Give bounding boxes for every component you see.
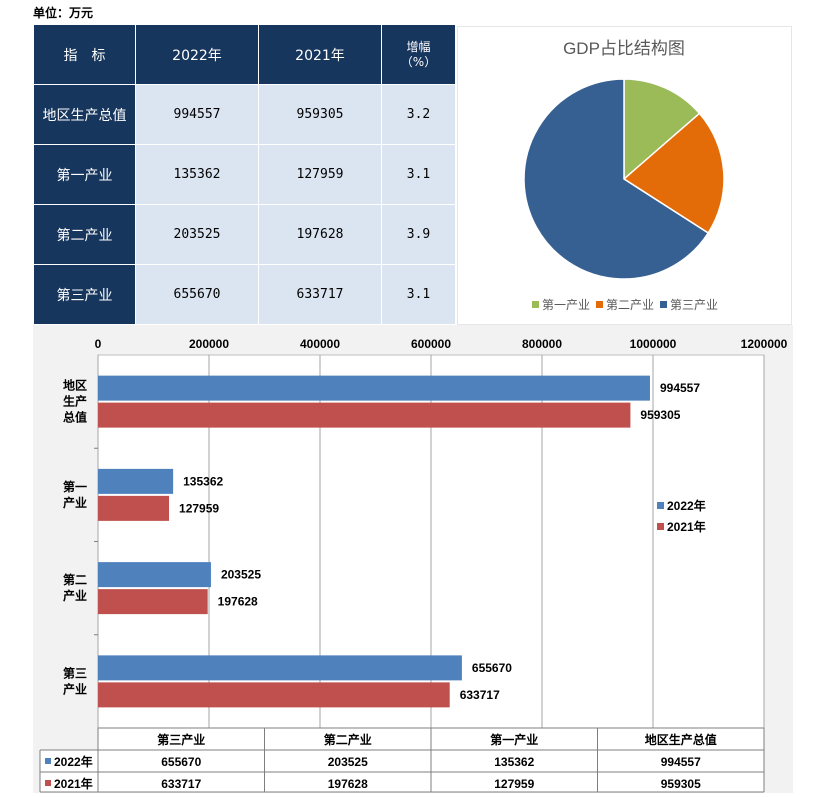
gdp-table: 指 标 2022年 2021年 增幅 （%） 地区生产总值 994557 959… — [33, 24, 456, 325]
data-table-header: 第三产业 — [157, 732, 205, 747]
row-name: 地区生产总值 — [33, 84, 136, 145]
data-label: 197628 — [218, 595, 258, 609]
data-label: 655670 — [472, 661, 512, 675]
x-tick-label: 200000 — [189, 337, 229, 351]
bar-2022 — [98, 468, 174, 494]
data-label: 127959 — [179, 501, 219, 515]
row-name: 第一产业 — [33, 144, 136, 205]
bar-2022 — [98, 375, 650, 401]
cell-2021: 197628 — [258, 204, 382, 265]
legend-swatch — [532, 301, 539, 308]
legend-label: 第一产业 — [542, 298, 590, 312]
pie-slice — [623, 78, 701, 181]
header-growth-label: 增幅 — [406, 39, 431, 54]
x-tick-label: 0 — [95, 337, 102, 351]
cell-growth: 3.9 — [381, 204, 456, 265]
data-table-cell: 959305 — [661, 777, 701, 791]
cell-2021: 959305 — [258, 84, 382, 145]
pie-title: GDP占比结构图 — [563, 39, 685, 58]
cell-2021: 127959 — [258, 144, 382, 205]
row-name: 第二产业 — [33, 204, 136, 265]
cell-2022: 655670 — [135, 264, 259, 325]
legend-label: 第三产业 — [670, 298, 718, 312]
bar-2021 — [98, 682, 450, 708]
x-tick-label: 1200000 — [741, 337, 788, 351]
data-table-key-swatch — [45, 780, 51, 786]
legend-swatch — [660, 301, 667, 308]
y-category-label: 第三 — [63, 665, 87, 680]
cell-2021: 633717 — [258, 264, 382, 325]
y-category-label: 产业 — [63, 495, 87, 510]
x-tick-label: 600000 — [411, 337, 451, 351]
data-table-row-name: 2022年 — [54, 754, 93, 769]
legend-label: 第二产业 — [606, 298, 654, 312]
cell-2022: 203525 — [135, 204, 259, 265]
bar-2021 — [98, 495, 170, 521]
data-table-header: 地区生产总值 — [645, 732, 717, 747]
y-category-label: 地区 — [63, 378, 87, 393]
table-row: 第二产业 203525 197628 3.9 — [33, 204, 456, 265]
y-category-label: 产业 — [63, 681, 87, 696]
bar-2022 — [98, 562, 211, 588]
unit-label: 单位：万元 — [33, 6, 94, 20]
header-2021: 2021年 — [258, 24, 382, 85]
pie-chart-panel: GDP占比结构图第一产业 第二产业 第三产业 — [457, 26, 792, 325]
data-table-cell: 203525 — [328, 755, 368, 769]
table-header-row: 指 标 2022年 2021年 增幅 （%） — [33, 24, 456, 85]
bar-2022 — [98, 655, 462, 681]
x-tick-label: 800000 — [522, 337, 562, 351]
data-table-cell: 127959 — [494, 777, 534, 791]
data-table-cell: 655670 — [161, 755, 201, 769]
legend-swatch — [657, 523, 664, 530]
table-row: 地区生产总值 994557 959305 3.2 — [33, 84, 456, 145]
data-table-cell: 135362 — [494, 755, 534, 769]
data-table-cell: 633717 — [161, 777, 201, 791]
bar-chart: 0 200000 400000 600000 800000 1000000 1200000 9… — [39, 337, 788, 793]
data-table-key-swatch — [45, 758, 51, 764]
data-label: 959305 — [640, 408, 680, 422]
row-name: 第三产业 — [33, 264, 136, 325]
data-label: 203525 — [221, 568, 261, 582]
table-row: 第三产业 655670 633717 3.1 — [33, 264, 456, 325]
y-category-label: 总值 — [63, 410, 87, 425]
data-table-cell: 197628 — [328, 777, 368, 791]
y-category-label: 产业 — [63, 588, 87, 603]
header-growth: 增幅 （%） — [381, 24, 456, 85]
cell-2022: 994557 — [135, 84, 259, 145]
header-indicator: 指 标 — [33, 24, 136, 85]
x-tick-label: 1000000 — [630, 337, 677, 351]
y-category-label: 第二 — [63, 572, 87, 587]
data-label: 135362 — [183, 474, 223, 488]
data-label: 633717 — [460, 688, 500, 702]
x-tick-label: 400000 — [300, 337, 340, 351]
cell-2022: 135362 — [135, 144, 259, 205]
legend-label: 2022年 — [667, 498, 706, 513]
bar-chart-panel: 0 200000 400000 600000 800000 1000000 1200000 9… — [33, 325, 793, 793]
bar-2021 — [98, 589, 208, 615]
data-table-cell: 994557 — [661, 755, 701, 769]
header-2022: 2022年 — [135, 24, 259, 85]
pie-slice — [523, 78, 710, 280]
y-category-label: 第一 — [63, 479, 87, 494]
pie-slice — [622, 112, 725, 235]
cell-growth: 3.2 — [381, 84, 456, 145]
bar-2021 — [98, 402, 631, 428]
legend-swatch — [657, 502, 664, 509]
table-row: 第一产业 135362 127959 3.1 — [33, 144, 456, 205]
cell-growth: 3.1 — [381, 144, 456, 205]
data-label: 994557 — [660, 381, 700, 395]
y-category-label: 生产 — [63, 394, 87, 409]
legend-swatch — [596, 301, 603, 308]
data-table-row-name: 2021年 — [54, 776, 93, 791]
data-table-header: 第二产业 — [324, 732, 372, 747]
header-growth-unit: （%） — [400, 54, 437, 69]
legend-label: 2021年 — [667, 519, 706, 534]
data-table-header: 第一产业 — [490, 732, 538, 747]
cell-growth: 3.1 — [381, 264, 456, 325]
